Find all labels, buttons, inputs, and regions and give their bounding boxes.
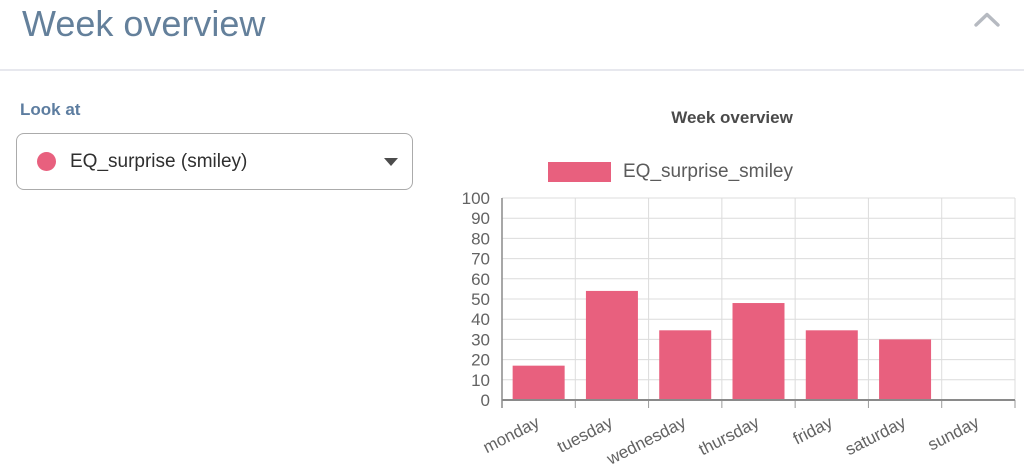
y-axis-label: 60	[471, 270, 490, 289]
dropdown-selected-value: EQ_surprise (smiley)	[70, 150, 248, 172]
legend-swatch-icon	[548, 162, 611, 182]
y-axis-label: 30	[471, 330, 490, 349]
bar-tuesday[interactable]	[585, 290, 638, 400]
y-axis-label: 70	[471, 250, 490, 269]
collapse-button[interactable]	[972, 10, 1002, 30]
y-axis-label: 50	[471, 290, 490, 309]
metric-dropdown[interactable]: EQ_surprise (smiley)	[16, 133, 413, 190]
x-axis-label: monday	[480, 412, 543, 457]
legend-label: EQ_surprise_smiley	[623, 161, 793, 182]
x-axis-label: saturday	[842, 412, 909, 459]
header-divider	[0, 69, 1024, 71]
x-axis-label: thursday	[696, 412, 763, 459]
chart-title: Week overview	[671, 108, 793, 127]
bar-thursday[interactable]	[732, 303, 785, 400]
x-axis-label: sunday	[925, 412, 983, 454]
x-axis-label: wednesday	[603, 412, 690, 469]
y-axis-label: 0	[481, 391, 490, 410]
bar-saturday[interactable]	[879, 339, 932, 400]
chart-panel: Week overview EQ_surprise_smiley 0 10 20 30…	[440, 95, 1024, 469]
y-axis-label: 100	[462, 189, 490, 208]
x-axis-label: friday	[790, 412, 836, 448]
bar-monday[interactable]	[512, 365, 565, 400]
page-title: Week overview	[22, 3, 266, 44]
bar-wednesday[interactable]	[659, 330, 712, 400]
y-axis-label: 20	[471, 351, 490, 370]
caret-down-icon	[384, 157, 398, 166]
y-axis-label: 80	[471, 229, 490, 248]
chevron-up-icon	[974, 12, 1000, 27]
y-axis-label: 40	[471, 310, 490, 329]
chart-legend: EQ_surprise_smiley	[548, 161, 793, 183]
look-at-label: Look at	[20, 100, 81, 119]
bar-friday[interactable]	[805, 330, 858, 400]
series-color-dot-icon	[37, 152, 56, 171]
y-axis-label: 10	[471, 371, 490, 390]
y-axis-label: 90	[471, 209, 490, 228]
